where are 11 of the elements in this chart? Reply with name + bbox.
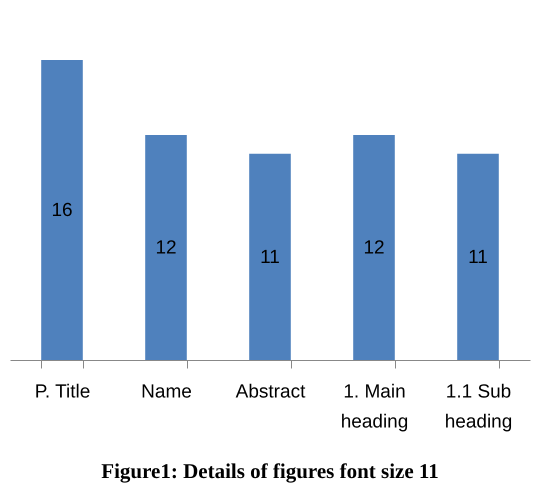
x-tick-label: 1. Main heading: [340, 382, 408, 432]
data-label: 11: [468, 246, 488, 268]
data-label: 12: [155, 238, 177, 258]
x-tick-label: 1.1 Sub heading: [444, 382, 512, 432]
text: Figure1: Details of figures font size 11: [101, 459, 439, 483]
x-tick-label: Abstract: [236, 382, 306, 402]
x-tick-label: P. Title: [34, 382, 90, 402]
data-label: 11: [260, 246, 280, 268]
x-tick-label: Name: [141, 382, 192, 402]
data-label: 16: [51, 200, 73, 221]
data-label: 12: [363, 238, 385, 258]
